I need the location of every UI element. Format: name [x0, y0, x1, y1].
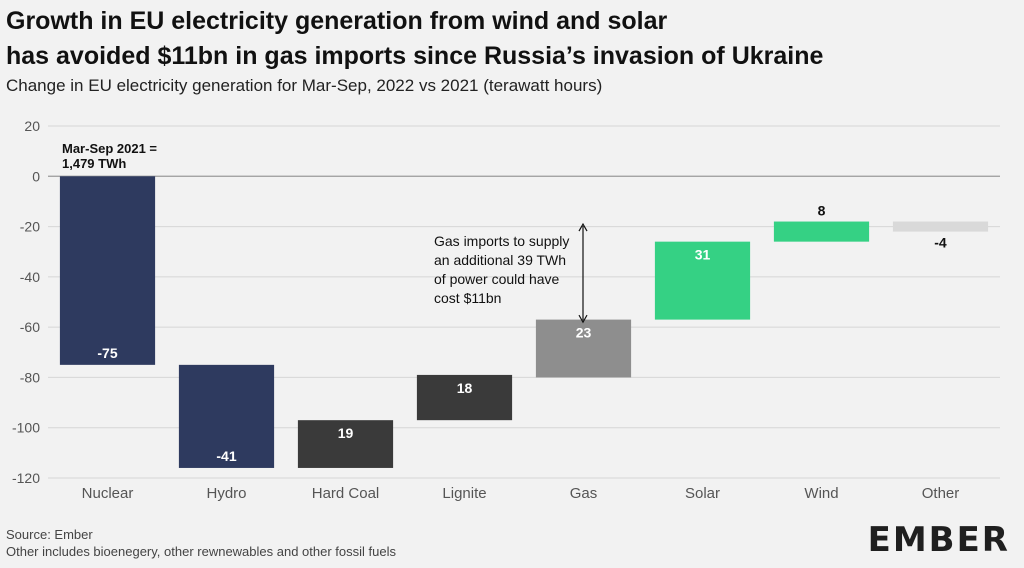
baseline-label: Mar-Sep 2021 = [62, 141, 157, 156]
y-tick-label: -40 [20, 269, 40, 285]
chart-subtitle: Change in EU electricity generation for … [6, 76, 603, 95]
x-tick-label: Gas [570, 485, 598, 502]
bar-other [892, 221, 989, 232]
logo-text: EMBER [867, 520, 1010, 560]
bar-gas [535, 319, 632, 378]
bar-nuclear [59, 176, 156, 365]
chart-title: Growth in EU electricity generation from… [6, 4, 1016, 74]
data-label: 8 [818, 203, 826, 219]
x-tick-label: Hydro [206, 485, 246, 502]
baseline-label: 1,479 TWh [62, 156, 126, 171]
data-label: 18 [457, 380, 473, 396]
x-tick-label: Other [922, 485, 960, 502]
y-tick-label: -120 [12, 470, 40, 486]
bar-lignite [416, 374, 513, 421]
bar-wind [773, 221, 870, 242]
y-tick-label: -100 [12, 420, 40, 436]
data-label: -4 [934, 235, 947, 251]
x-tick-label: Nuclear [82, 485, 134, 502]
gas-annotation-text: of power could have [434, 271, 560, 287]
title-line-2: has avoided $11bn in gas imports since R… [6, 42, 824, 70]
gas-annotation-text: Gas imports to supply [434, 233, 569, 249]
bar-hydro [178, 364, 275, 468]
gas-annotation-text: an additional 39 TWh [434, 252, 566, 268]
x-tick-label: Lignite [442, 485, 486, 502]
y-tick-label: 0 [32, 168, 40, 184]
gas-annotation-text: cost $11bn [434, 290, 501, 306]
x-tick-label: Solar [685, 485, 720, 502]
title-line-1: Growth in EU electricity generation from… [6, 7, 668, 35]
y-tick-label: 20 [24, 118, 40, 134]
arrow-head-top [578, 222, 588, 232]
footer: Source: Ember Other includes bioenegery,… [6, 526, 396, 560]
data-label: 23 [576, 325, 592, 341]
data-label: -41 [216, 448, 236, 464]
y-tick-label: -80 [20, 369, 40, 385]
source-note: Source: Ember [6, 527, 93, 542]
data-label: -75 [97, 345, 117, 361]
ember-logo: EMBER [868, 520, 1010, 560]
data-label: 31 [695, 247, 711, 263]
arrow-head-bottom [578, 314, 588, 324]
bar-hard-coal [297, 420, 394, 468]
y-tick-label: -60 [20, 319, 40, 335]
x-tick-label: Hard Coal [312, 485, 380, 502]
x-tick-label: Wind [804, 485, 838, 502]
other-note: Other includes bioenegery, other rewnewa… [6, 544, 396, 559]
bar-solar [654, 241, 751, 320]
data-label: 19 [338, 425, 354, 441]
y-tick-label: -20 [20, 219, 40, 235]
